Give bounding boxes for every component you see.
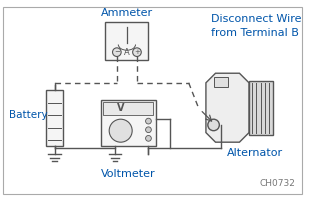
Bar	[249, 81, 273, 135]
Circle shape	[109, 119, 132, 142]
Text: Disconnect Wire
from Terminal B: Disconnect Wire from Terminal B	[211, 14, 301, 38]
Text: Voltmeter: Voltmeter	[101, 169, 156, 179]
Bar	[46, 90, 63, 146]
Circle shape	[145, 136, 151, 141]
Polygon shape	[206, 73, 249, 142]
Text: Battery: Battery	[9, 110, 47, 120]
Bar	[103, 102, 153, 115]
Text: +: +	[134, 49, 140, 55]
Circle shape	[133, 48, 141, 57]
Circle shape	[113, 48, 121, 57]
Circle shape	[145, 118, 151, 124]
Circle shape	[145, 127, 151, 133]
Text: −: −	[114, 49, 120, 55]
Text: A: A	[124, 48, 130, 57]
Text: V: V	[117, 103, 124, 113]
Text: CH0732: CH0732	[259, 179, 295, 188]
Bar	[105, 21, 148, 60]
Text: Alternator: Alternator	[227, 148, 283, 158]
Circle shape	[208, 119, 219, 131]
Bar	[214, 77, 228, 87]
Bar	[100, 100, 156, 146]
Text: Ammeter: Ammeter	[101, 8, 153, 18]
